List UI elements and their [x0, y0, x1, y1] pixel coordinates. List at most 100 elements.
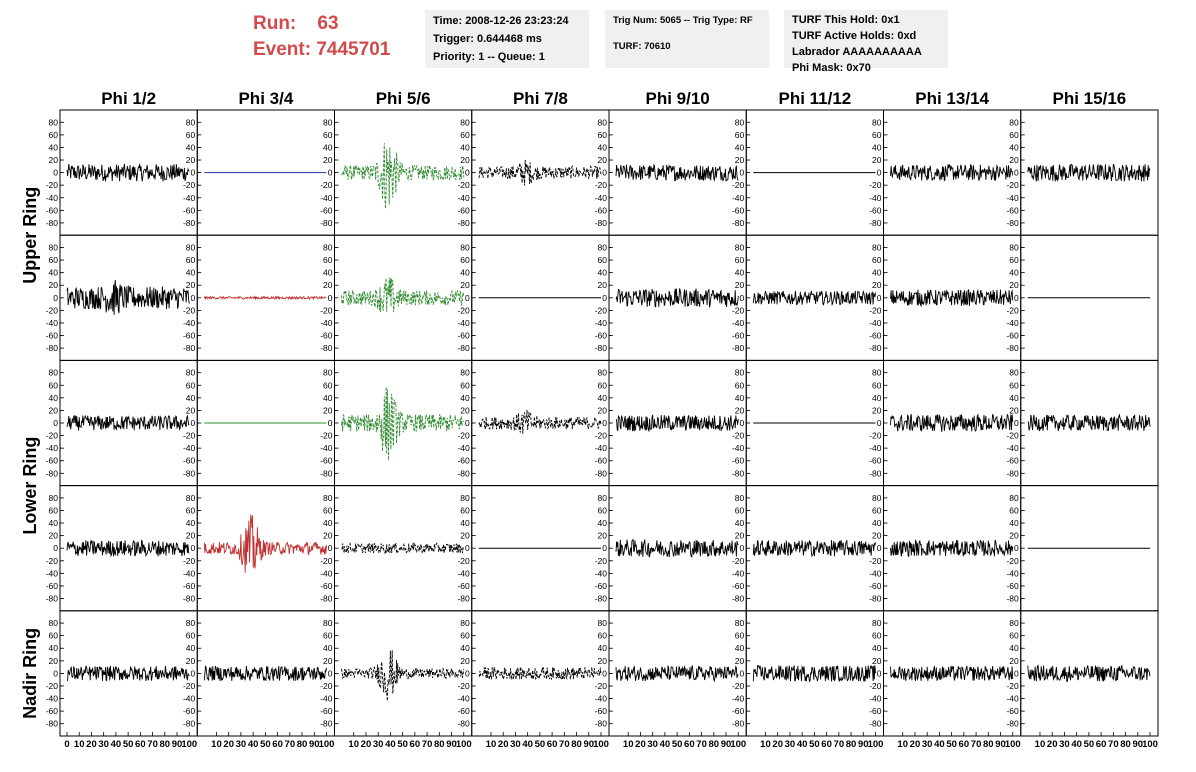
y-tick-label: 0 [328, 668, 333, 678]
y-tick-label: 20 [186, 405, 196, 415]
x-tick-label: 10 [897, 739, 908, 750]
y-tick-label: 40 [1009, 142, 1019, 152]
y-tick-label: 0 [877, 668, 882, 678]
y-tick-label: 20 [1009, 280, 1019, 290]
y-tick-label: 20 [872, 531, 882, 541]
column-title: Phi 11/12 [778, 89, 851, 108]
x-tick-label: 80 [434, 739, 445, 750]
x-tick-label: 80 [709, 739, 720, 750]
x-tick-label: 30 [510, 739, 521, 750]
turf-hold-text: TURF This Hold: 0x1 [792, 14, 900, 26]
y-tick-label: 0 [191, 293, 196, 303]
y-tick-label: 60 [186, 505, 196, 515]
waveform-trace [1027, 163, 1151, 182]
y-tick-label: 80 [460, 618, 470, 628]
y-tick-label: 80 [460, 368, 470, 378]
y-tick-label: 0 [1014, 293, 1019, 303]
y-tick-label: -40 [732, 568, 745, 578]
y-tick-label: -60 [320, 581, 333, 591]
y-tick-label: 0 [191, 668, 196, 678]
waveform-trace [1027, 664, 1151, 683]
y-tick-label: -60 [595, 456, 608, 466]
y-tick-label: 60 [1009, 505, 1019, 515]
y-tick-label: 20 [598, 155, 608, 165]
y-tick-label: -80 [183, 594, 196, 604]
x-tick-label: 30 [236, 739, 247, 750]
y-tick-label: -20 [595, 180, 608, 190]
y-tick-label: 20 [598, 280, 608, 290]
y-tick-label: 40 [49, 393, 59, 403]
y-tick-label: 80 [1009, 368, 1019, 378]
x-tick-label: 50 [672, 739, 683, 750]
y-tick-label: -40 [732, 694, 745, 704]
x-tick-label: 50 [809, 739, 820, 750]
y-tick-label: -80 [457, 468, 470, 478]
waveform-trace [615, 288, 739, 308]
x-tick-label: 100 [181, 739, 197, 750]
x-tick-label: 20 [498, 739, 509, 750]
y-tick-label: -20 [869, 305, 882, 315]
y-tick-label: -80 [183, 719, 196, 729]
y-tick-label: 20 [323, 155, 333, 165]
y-tick-label: -40 [320, 193, 333, 203]
y-tick-label: -40 [320, 318, 333, 328]
y-tick-label: 80 [1009, 117, 1019, 127]
y-tick-label: 20 [735, 656, 745, 666]
y-tick-label: -80 [320, 594, 333, 604]
y-tick-label: -60 [183, 706, 196, 716]
y-tick-label: 40 [460, 268, 470, 278]
y-tick-label: 80 [323, 242, 333, 252]
y-tick-label: -80 [869, 719, 882, 729]
y-tick-label: -40 [46, 568, 59, 578]
y-tick-label: 40 [186, 393, 196, 403]
y-tick-label: -40 [732, 193, 745, 203]
y-tick-label: 60 [49, 255, 59, 265]
panel-frame [1020, 610, 1159, 737]
y-tick-label: 80 [1009, 493, 1019, 503]
y-tick-label: -20 [320, 431, 333, 441]
x-tick-label: 40 [1071, 739, 1082, 750]
y-tick-label: 40 [49, 643, 59, 653]
x-tick-label: 90 [858, 739, 869, 750]
y-tick-label: 80 [872, 117, 882, 127]
x-tick-label: 80 [297, 739, 308, 750]
time-text: Time: 2008-12-26 23:23:24 [433, 15, 569, 27]
y-tick-label: 20 [460, 155, 470, 165]
y-tick-label: 0 [877, 293, 882, 303]
y-tick-label: 20 [1009, 656, 1019, 666]
y-tick-label: 80 [186, 618, 196, 628]
x-tick-label: 50 [123, 739, 134, 750]
y-tick-label: 20 [735, 531, 745, 541]
x-tick-label: 40 [248, 739, 259, 750]
y-tick-label: 60 [323, 380, 333, 390]
x-tick-label: 90 [1132, 739, 1143, 750]
y-tick-label: -80 [457, 719, 470, 729]
x-tick-label: 100 [593, 739, 609, 750]
y-tick-label: 20 [323, 531, 333, 541]
y-tick-label: -60 [46, 456, 59, 466]
y-tick-label: 80 [872, 618, 882, 628]
turf-text: TURF: 70610 [613, 41, 671, 52]
waveform-trace [890, 539, 1014, 558]
y-tick-label: -80 [183, 218, 196, 228]
run-value: 63 [317, 13, 339, 34]
column-title: Phi 15/16 [1053, 89, 1127, 108]
y-tick-label: -20 [46, 180, 59, 190]
y-tick-label: 80 [49, 117, 59, 127]
y-tick-label: 0 [602, 543, 607, 553]
labrador-text: Labrador AAAAAAAAAA [792, 46, 922, 58]
x-tick-label: 70 [696, 739, 707, 750]
y-tick-label: 40 [1009, 643, 1019, 653]
y-tick-label: 80 [49, 368, 59, 378]
y-tick-label: 60 [872, 631, 882, 641]
y-tick-label: 40 [735, 268, 745, 278]
y-tick-label: -60 [595, 205, 608, 215]
y-tick-label: -60 [732, 456, 745, 466]
y-tick-label: 0 [328, 293, 333, 303]
y-tick-label: -80 [46, 343, 59, 353]
y-tick-label: -40 [732, 318, 745, 328]
x-tick-label: 100 [319, 739, 335, 750]
priority-text: Priority: 1 -- Queue: 1 [433, 51, 545, 63]
y-tick-label: 40 [323, 142, 333, 152]
y-tick-label: 60 [598, 255, 608, 265]
